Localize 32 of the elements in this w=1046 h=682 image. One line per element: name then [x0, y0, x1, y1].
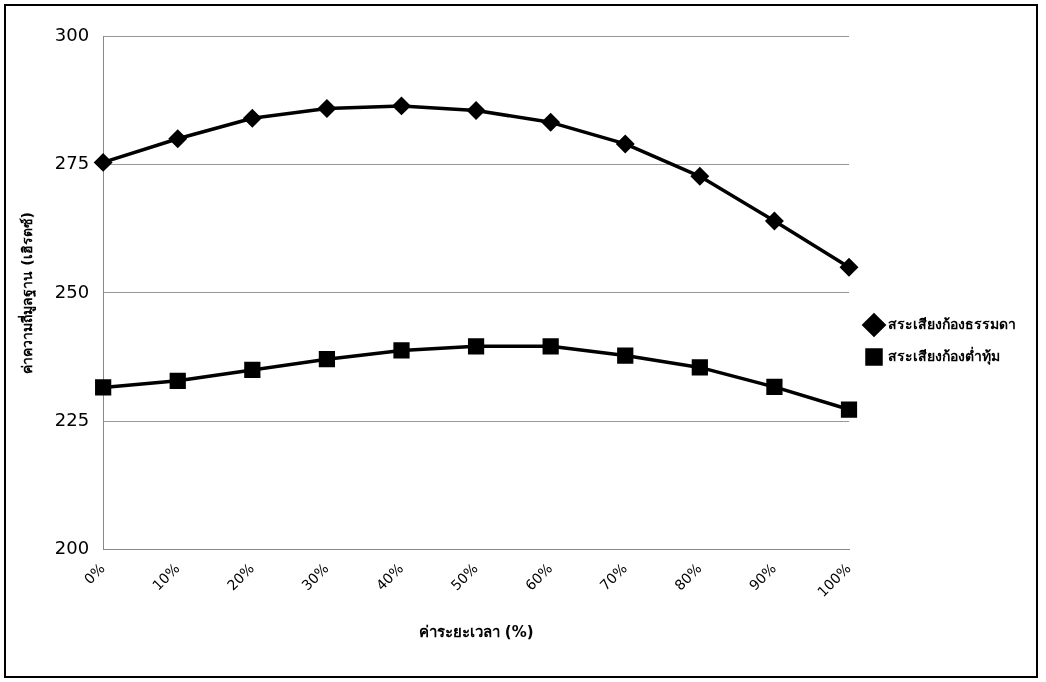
y-tick-label: 225 — [54, 409, 90, 431]
y-tick-label: 200 — [54, 537, 90, 559]
point — [691, 167, 709, 186]
point — [94, 153, 112, 172]
point — [467, 338, 485, 355]
point — [840, 401, 858, 418]
point — [541, 113, 560, 132]
point — [318, 351, 336, 368]
point — [168, 130, 187, 148]
point — [765, 212, 784, 230]
legend-label: สระเสียงก้องธรรมดา — [888, 315, 1016, 332]
point — [691, 359, 708, 376]
point — [169, 372, 186, 389]
point — [467, 101, 485, 120]
x-tick-label: 0% — [80, 560, 108, 588]
y-tick-label: 300 — [54, 23, 90, 45]
point — [542, 338, 559, 355]
point — [616, 135, 634, 153]
point — [95, 379, 112, 396]
legend-label: สระเสียงก้องต่ำทุ้ม — [888, 345, 1000, 365]
point — [766, 378, 783, 396]
point — [318, 99, 336, 118]
point — [243, 109, 262, 127]
point — [617, 347, 634, 364]
point — [393, 342, 410, 359]
point — [840, 258, 858, 276]
y-axis-title: ค่าความถี่มูลฐาน (เฮิรตซ์) — [17, 212, 38, 374]
x-axis-title: ค่าระยะเวลา (%) — [418, 622, 534, 641]
point — [392, 97, 411, 115]
point — [244, 361, 261, 379]
y-tick-label: 250 — [54, 280, 90, 302]
y-tick-label: 275 — [54, 152, 90, 174]
